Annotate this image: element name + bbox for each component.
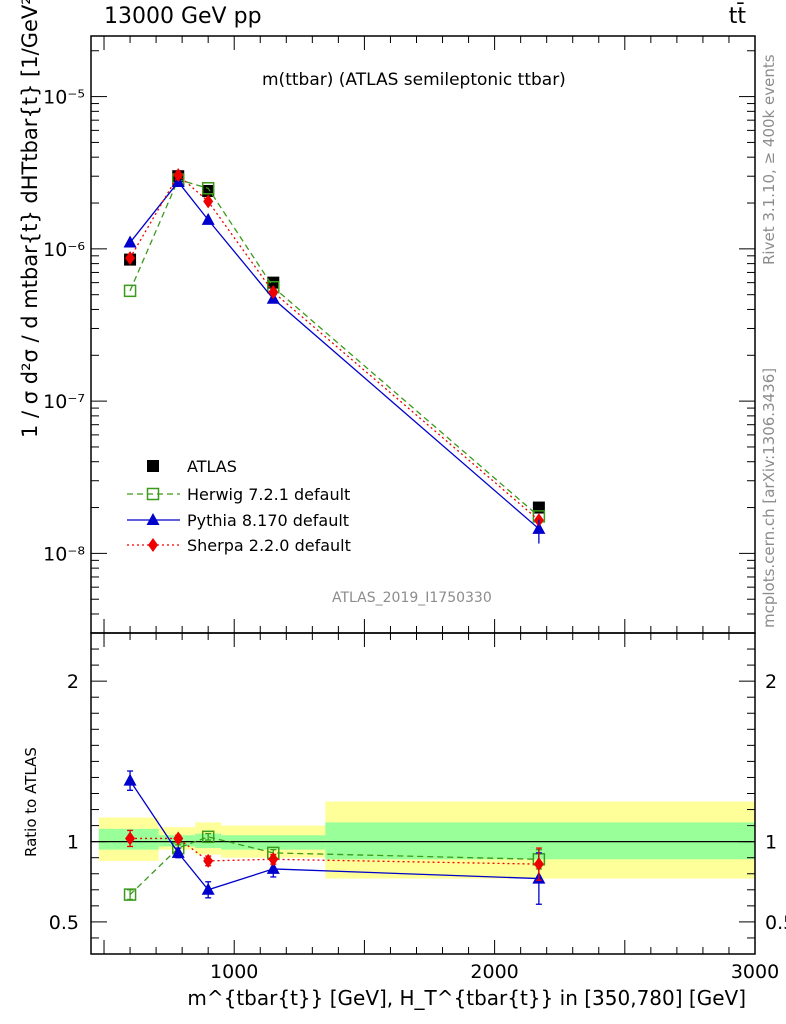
lower-frame: [90, 632, 756, 955]
x-tick-label: 2000: [470, 961, 518, 983]
legend-marker: [147, 460, 159, 472]
legend-label: ATLAS: [187, 457, 237, 476]
point-sherpa: [125, 251, 136, 266]
band-green: [221, 835, 326, 850]
ratio-point-pythia: [201, 882, 215, 895]
y-tick-label-upper: 10⁻⁶: [43, 239, 85, 261]
point-herwig: [201, 182, 215, 195]
legend-marker: [146, 487, 160, 501]
energy-label: 13000 GeV pp: [104, 4, 262, 29]
legend-label: Pythia 8.170 default: [187, 511, 349, 530]
point-sherpa: [173, 168, 184, 183]
ratio-point-sherpa: [125, 831, 136, 846]
process-label: tt̄: [728, 4, 746, 29]
point-pythia: [201, 212, 215, 225]
ratio-point-sherpa: [173, 831, 184, 846]
y-tick-label-lower-right: 0.5: [765, 912, 786, 934]
y-tick-label-lower-right: 1: [765, 832, 777, 854]
legend: ATLAS Herwig 7.2.1 default Pythia 8.170 de…: [127, 457, 351, 555]
ratio-point-sherpa: [533, 857, 544, 872]
ratio-point-pythia: [123, 773, 137, 786]
ratio-point-pythia: [266, 861, 280, 874]
ratio-point-pythia: [171, 845, 185, 858]
x-tick-label: 3000: [731, 961, 779, 983]
legend-marker: [148, 538, 158, 552]
y-tick-label-lower: 2: [67, 671, 79, 693]
watermark-label: ATLAS_2019_I1750330: [332, 590, 492, 606]
point-sherpa: [268, 285, 279, 300]
uncertainty-bands: [91, 801, 755, 879]
point-herwig: [123, 284, 137, 298]
y-tick-label-upper: 10⁻⁵: [43, 87, 85, 109]
ratio-point-herwig: [123, 888, 137, 901]
x-tick-label: 1000: [210, 961, 258, 983]
legend-label: Sherpa 2.2.0 default: [187, 536, 351, 555]
chart-title: m(ttbar) (ATLAS semileptonic ttbar): [262, 70, 566, 90]
mcplots-label: mcplots.cern.ch [arXiv:1306.3436]: [760, 367, 778, 628]
point-atlas: [267, 276, 280, 289]
ratio-point-sherpa: [268, 852, 279, 867]
point-atlas: [532, 501, 545, 514]
legend-label: Herwig 7.2.1 default: [187, 485, 350, 504]
y-tick-label-upper: 10⁻⁸: [43, 543, 85, 565]
y-axis-label-upper: 1 / σ d²σ / d mtbar{t} dHTtbar{t} [1/GeV…: [18, 0, 42, 438]
legend-marker: [146, 513, 160, 525]
point-sherpa: [203, 194, 214, 209]
y-axis-label-lower: Ratio to ATLAS: [22, 747, 40, 857]
point-pythia: [123, 235, 137, 248]
ratio-point-herwig: [201, 830, 215, 844]
ratio-line-herwig: [129, 836, 539, 896]
y-tick-label-lower-right: 2: [765, 671, 777, 693]
ratio-point-sherpa: [203, 853, 214, 868]
series-line-herwig: [129, 178, 540, 517]
y-tick-label-lower: 0.5: [49, 912, 79, 934]
y-tick-label-lower: 1: [67, 832, 79, 854]
rivet-label: Rivet 3.1.10, ≥ 400k events: [760, 54, 778, 265]
band-green: [195, 833, 222, 849]
series-line-pythia: [129, 180, 540, 530]
x-axis-label: m^{tbar{t}} [GeV], H_T^{tbar{t}} in [350…: [187, 986, 746, 1010]
y-tick-label-upper: 10⁻⁷: [43, 391, 85, 413]
